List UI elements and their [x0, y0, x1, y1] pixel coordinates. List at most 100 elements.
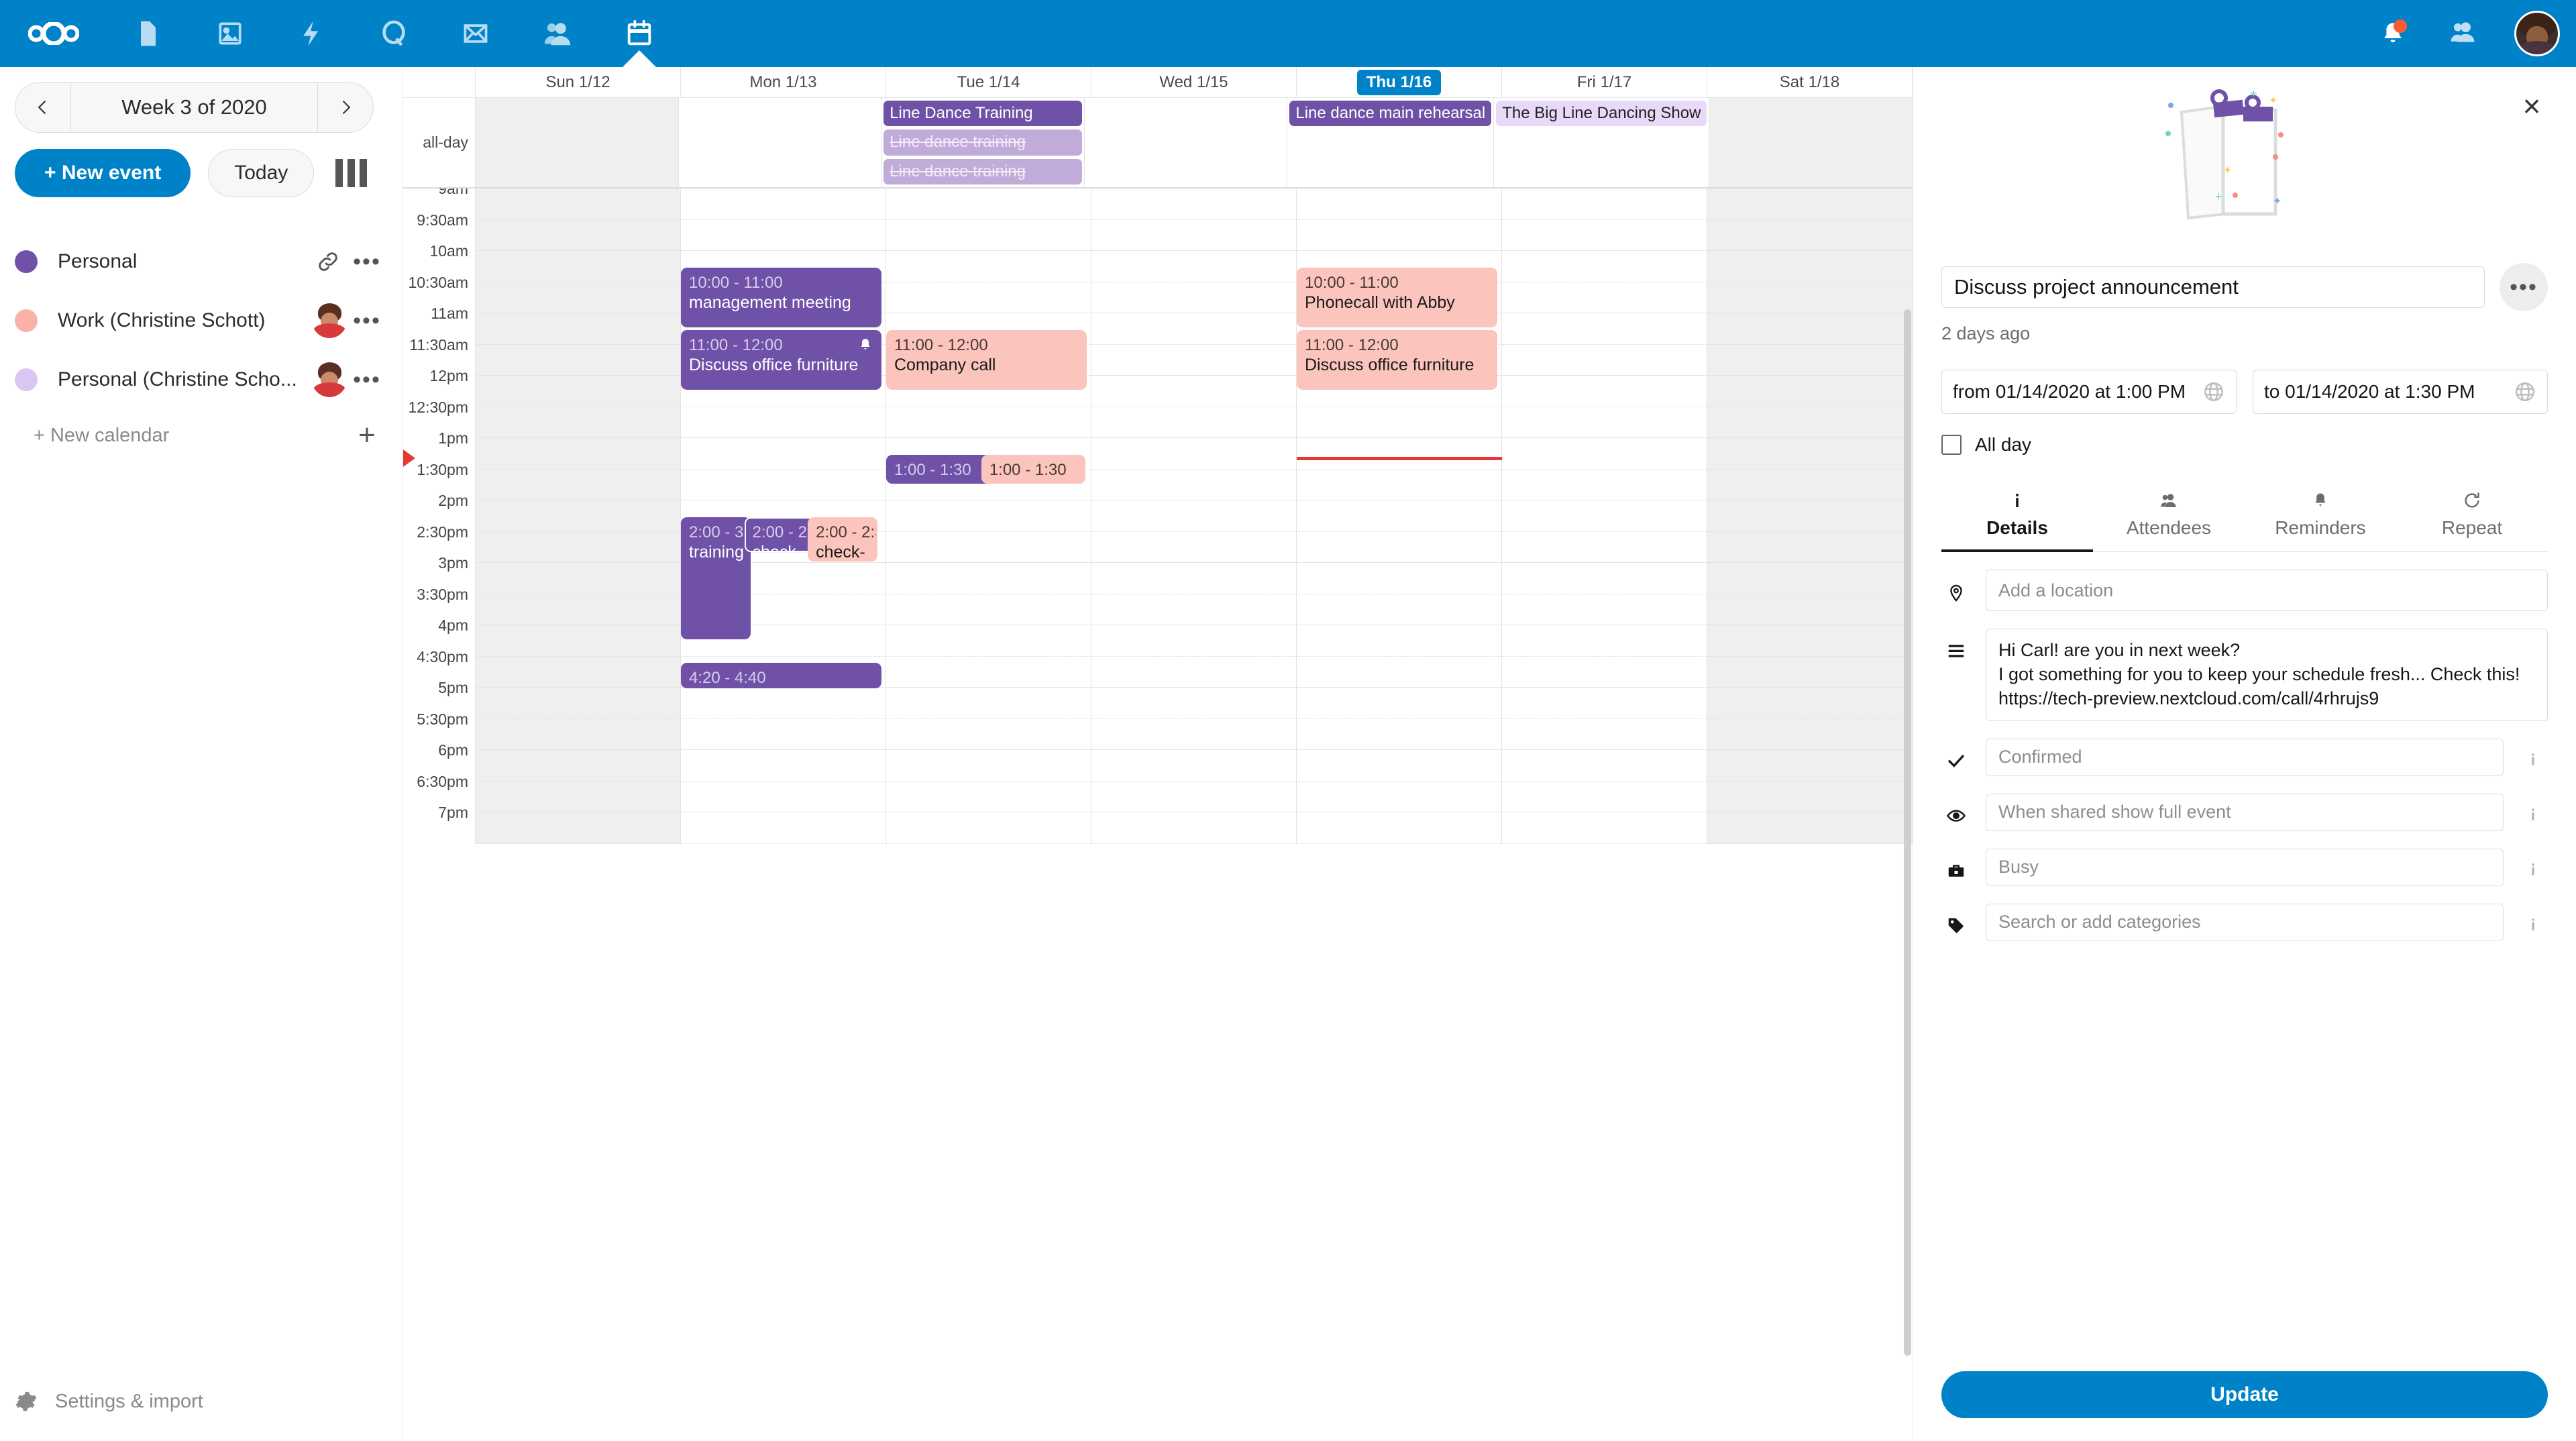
time-slot[interactable]	[1091, 470, 1296, 501]
time-slot[interactable]	[1502, 625, 1707, 657]
time-slot[interactable]	[1297, 688, 1501, 719]
time-slot[interactable]	[476, 407, 680, 439]
time-slot[interactable]	[1707, 438, 1912, 470]
time-slot[interactable]	[681, 470, 885, 501]
time-slot[interactable]	[886, 282, 1091, 314]
time-slot[interactable]	[1297, 500, 1501, 532]
time-slot[interactable]	[886, 750, 1091, 782]
all-day-cell-fri[interactable]: The Big Line Dancing Show	[1494, 98, 1710, 188]
previous-week-button[interactable]	[15, 83, 70, 132]
time-slot[interactable]	[1707, 345, 1912, 376]
time-slot[interactable]	[1091, 688, 1296, 719]
time-slot[interactable]	[1091, 750, 1296, 782]
time-slot[interactable]	[681, 376, 885, 407]
time-slot[interactable]	[886, 657, 1091, 688]
categories-input[interactable]: Search or add categories	[1986, 903, 2504, 941]
time-slot[interactable]	[1707, 532, 1912, 564]
contacts-menu-icon[interactable]	[2449, 17, 2478, 50]
new-event-button[interactable]: + New event	[15, 149, 191, 197]
all-day-cell-mon[interactable]	[679, 98, 882, 188]
time-slot[interactable]	[1502, 313, 1707, 345]
time-slot[interactable]	[1707, 657, 1912, 688]
calendar-event[interactable]: 11:00 - 12:00 Company call	[886, 330, 1087, 390]
time-slot[interactable]	[1091, 657, 1296, 688]
time-slot[interactable]	[886, 719, 1091, 751]
time-slot[interactable]	[1502, 657, 1707, 688]
time-slot[interactable]	[1502, 438, 1707, 470]
plus-icon[interactable]: +	[358, 419, 376, 451]
time-slot[interactable]	[1091, 251, 1296, 282]
time-slot[interactable]	[476, 313, 680, 345]
time-slot[interactable]	[1091, 532, 1296, 564]
event-start-date-field[interactable]: from 01/14/2020 at 1:00 PM	[1941, 370, 2237, 414]
all-day-cell-sun[interactable]	[476, 98, 679, 188]
time-slot[interactable]	[886, 782, 1091, 813]
time-slot[interactable]	[1707, 189, 1912, 220]
time-slot[interactable]	[1297, 376, 1501, 407]
calendar-item-personal-christine-schott[interactable]: Personal (Christine Scho... •••	[0, 350, 402, 409]
calendar-event[interactable]: 1:00 - 1:30Discuss project	[981, 455, 1086, 484]
tab-repeat[interactable]: Repeat	[2396, 482, 2548, 551]
time-slot[interactable]	[1091, 500, 1296, 532]
event-title-input[interactable]	[1941, 266, 2485, 308]
activity-icon[interactable]	[271, 0, 353, 67]
time-slot[interactable]	[681, 532, 885, 564]
visibility-info-icon[interactable]	[2518, 794, 2548, 824]
time-slot[interactable]	[886, 251, 1091, 282]
time-slot[interactable]	[476, 220, 680, 252]
day-header-mon[interactable]: Mon 1/13	[681, 67, 886, 97]
time-slot[interactable]	[681, 625, 885, 657]
time-slot[interactable]	[476, 657, 680, 688]
all-day-cell-wed[interactable]	[1085, 98, 1288, 188]
time-slot[interactable]	[476, 438, 680, 470]
period-label[interactable]: Week 3 of 2020	[70, 83, 318, 132]
time-slot[interactable]	[1091, 625, 1296, 657]
calendar-event[interactable]: 10:00 - 11:00 management meeting	[681, 268, 881, 328]
time-slot[interactable]	[1091, 189, 1296, 220]
time-slot[interactable]	[1297, 407, 1501, 439]
time-slot[interactable]	[886, 220, 1091, 252]
time-slot[interactable]	[886, 532, 1091, 564]
time-slot[interactable]	[1502, 376, 1707, 407]
close-icon[interactable]: ×	[2522, 89, 2541, 123]
mail-icon[interactable]	[435, 0, 517, 67]
time-slot[interactable]	[1502, 563, 1707, 594]
calendar-event[interactable]: 2:00 - 3:3 training	[681, 517, 751, 640]
time-slot[interactable]	[1297, 220, 1501, 252]
nextcloud-logo[interactable]	[0, 22, 107, 45]
time-slot[interactable]	[681, 812, 885, 844]
time-slot[interactable]	[1091, 407, 1296, 439]
update-button[interactable]: Update	[1941, 1371, 2548, 1418]
time-slot[interactable]	[1091, 563, 1296, 594]
time-slot[interactable]	[1091, 376, 1296, 407]
time-slot[interactable]	[1502, 470, 1707, 501]
tab-details[interactable]: Details	[1941, 482, 2093, 552]
time-slot[interactable]	[476, 500, 680, 532]
day-header-thu-today[interactable]: Thu 1/16	[1297, 67, 1502, 97]
time-slot[interactable]	[1502, 189, 1707, 220]
time-slot[interactable]	[1707, 220, 1912, 252]
day-header-wed[interactable]: Wed 1/15	[1091, 67, 1297, 97]
description-textarea[interactable]: Hi Carl! are you in next week? I got som…	[1986, 629, 2548, 721]
time-slot[interactable]	[1707, 470, 1912, 501]
all-day-event[interactable]: Line dance main rehearsal	[1289, 101, 1492, 127]
calendar-menu-button[interactable]: •••	[353, 307, 381, 333]
time-slot[interactable]	[1297, 782, 1501, 813]
time-slot[interactable]	[1502, 750, 1707, 782]
time-slot[interactable]	[1502, 251, 1707, 282]
time-slot[interactable]	[1707, 500, 1912, 532]
files-icon[interactable]	[107, 0, 189, 67]
time-slot[interactable]	[886, 470, 1091, 501]
categories-info-icon[interactable]	[2518, 904, 2548, 935]
all-day-cell-sat[interactable]	[1709, 98, 1913, 188]
time-grid-scroll-area[interactable]: 9am 9:30am 10am 10:30am 11am 11:30am 12pm 12:30…	[403, 189, 1913, 1441]
time-slot[interactable]	[886, 376, 1091, 407]
calendar-menu-button[interactable]: •••	[353, 248, 381, 274]
time-slot[interactable]	[1707, 719, 1912, 751]
time-slot[interactable]	[1707, 251, 1912, 282]
calendar-event[interactable]: 4:20 - 4:40purchasing dept	[681, 663, 881, 688]
event-end-date-field[interactable]: to 01/14/2020 at 1:30 PM	[2253, 370, 2548, 414]
time-slot[interactable]	[1091, 313, 1296, 345]
time-slot[interactable]	[886, 625, 1091, 657]
